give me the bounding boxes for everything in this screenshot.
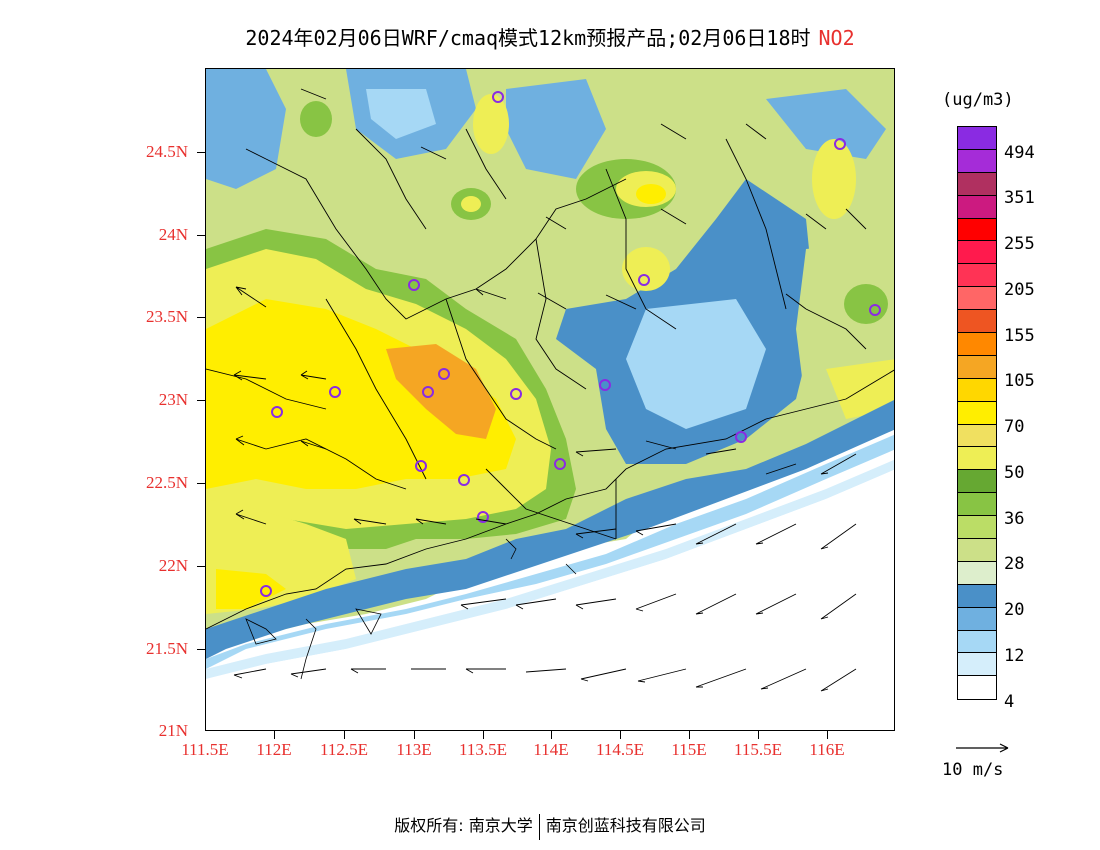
x-tick-mark [758, 731, 759, 739]
y-tick-mark [197, 235, 205, 236]
wind-reference-label: 10 m/s [942, 760, 1004, 780]
legend-swatch [958, 493, 996, 517]
x-tick-label: 115E [671, 740, 707, 759]
legend-swatch [958, 355, 996, 379]
legend-swatch [958, 333, 996, 356]
copyright-footer: 版权所有: 南京大学 南京创蓝科技有限公司 [0, 812, 1100, 840]
x-tick-mark [551, 731, 552, 739]
x-tick-label: 116E [809, 740, 845, 759]
x-tick-label: 113E [396, 740, 432, 759]
legend-label: 351 [1004, 188, 1035, 208]
y-tick-label: 21N [158, 721, 188, 740]
concentration-map [205, 68, 895, 731]
y-tick-mark [197, 152, 205, 153]
legend-swatch [958, 516, 996, 540]
y-tick-label: 22.5N [145, 473, 188, 492]
map-title: 2024年02月06日WRF/cmaq模式12km预报产品;02月06日18时 N… [0, 22, 1100, 51]
x-tick-mark [274, 731, 275, 739]
y-tick-mark [197, 566, 205, 567]
y-tick-label: 23N [158, 390, 188, 409]
y-tick-mark [197, 649, 205, 650]
map-canvas [206, 69, 894, 730]
x-tick-label: 114.5E [595, 740, 645, 759]
x-tick-label: 114E [533, 740, 569, 759]
legend-swatch [958, 401, 996, 425]
color-legend [957, 126, 997, 701]
legend-label: 105 [1004, 371, 1035, 391]
legend-swatch [958, 378, 996, 402]
species-label: NO2 [818, 26, 855, 50]
y-tick-label: 22N [158, 556, 188, 575]
legend-label: 20 [1004, 600, 1025, 620]
x-tick-mark [689, 731, 690, 739]
x-tick-label: 113.5E [458, 740, 508, 759]
legend-swatch [958, 218, 996, 242]
legend-label: 255 [1004, 234, 1035, 254]
y-tick-mark [197, 317, 205, 318]
x-tick-mark [344, 731, 345, 739]
legend-label: 50 [1004, 463, 1025, 483]
legend-swatch [958, 584, 996, 608]
legend-swatch [958, 653, 996, 677]
legend-swatch [958, 127, 996, 150]
legend-label: 4 [1004, 692, 1015, 712]
legend-swatch [958, 241, 996, 265]
legend-swatch [958, 470, 996, 494]
legend-swatch [958, 561, 996, 585]
legend-swatch [958, 310, 996, 334]
legend-label: 70 [1004, 417, 1025, 437]
legend-label: 12 [1004, 646, 1025, 666]
footer-divider [538, 813, 540, 840]
legend-swatch [958, 287, 996, 311]
y-tick-label: 23.5N [145, 307, 188, 326]
x-tick-mark [483, 731, 484, 739]
copyright-text: 版权所有: 南京大学 [394, 816, 533, 835]
x-tick-label: 112.5E [319, 740, 369, 759]
legend-swatch [958, 172, 996, 196]
y-tick-label: 21.5N [145, 639, 188, 658]
y-tick-label: 24N [158, 225, 188, 244]
legend-swatch [958, 149, 996, 173]
legend-swatch [958, 607, 996, 631]
legend-label: 205 [1004, 280, 1035, 300]
legend-label: 494 [1004, 143, 1035, 163]
x-tick-mark [827, 731, 828, 739]
legend-label: 28 [1004, 554, 1025, 574]
legend-swatch [958, 447, 996, 471]
company-text: 南京创蓝科技有限公司 [545, 816, 706, 835]
y-tick-mark [197, 483, 205, 484]
legend-swatch [958, 424, 996, 448]
y-tick-mark [197, 400, 205, 401]
title-text: 2024年02月06日WRF/cmaq模式12km预报产品;02月06日18时 [245, 26, 811, 50]
legend-swatch [958, 195, 996, 219]
legend-label: 155 [1004, 326, 1035, 346]
x-tick-label: 111.5E [181, 740, 229, 759]
legend-label: 36 [1004, 509, 1025, 529]
y-tick-label: 24.5N [145, 142, 188, 161]
x-tick-label: 112E [256, 740, 292, 759]
legend-swatch [958, 264, 996, 288]
x-tick-label: 115.5E [733, 740, 783, 759]
legend-swatch [958, 630, 996, 654]
legend-swatch [958, 539, 996, 562]
legend-unit: (ug/m3) [942, 90, 1014, 110]
x-tick-mark [620, 731, 621, 739]
legend-swatch [958, 676, 996, 700]
x-tick-mark [414, 731, 415, 739]
wind-reference-arrow-icon [956, 743, 1009, 753]
